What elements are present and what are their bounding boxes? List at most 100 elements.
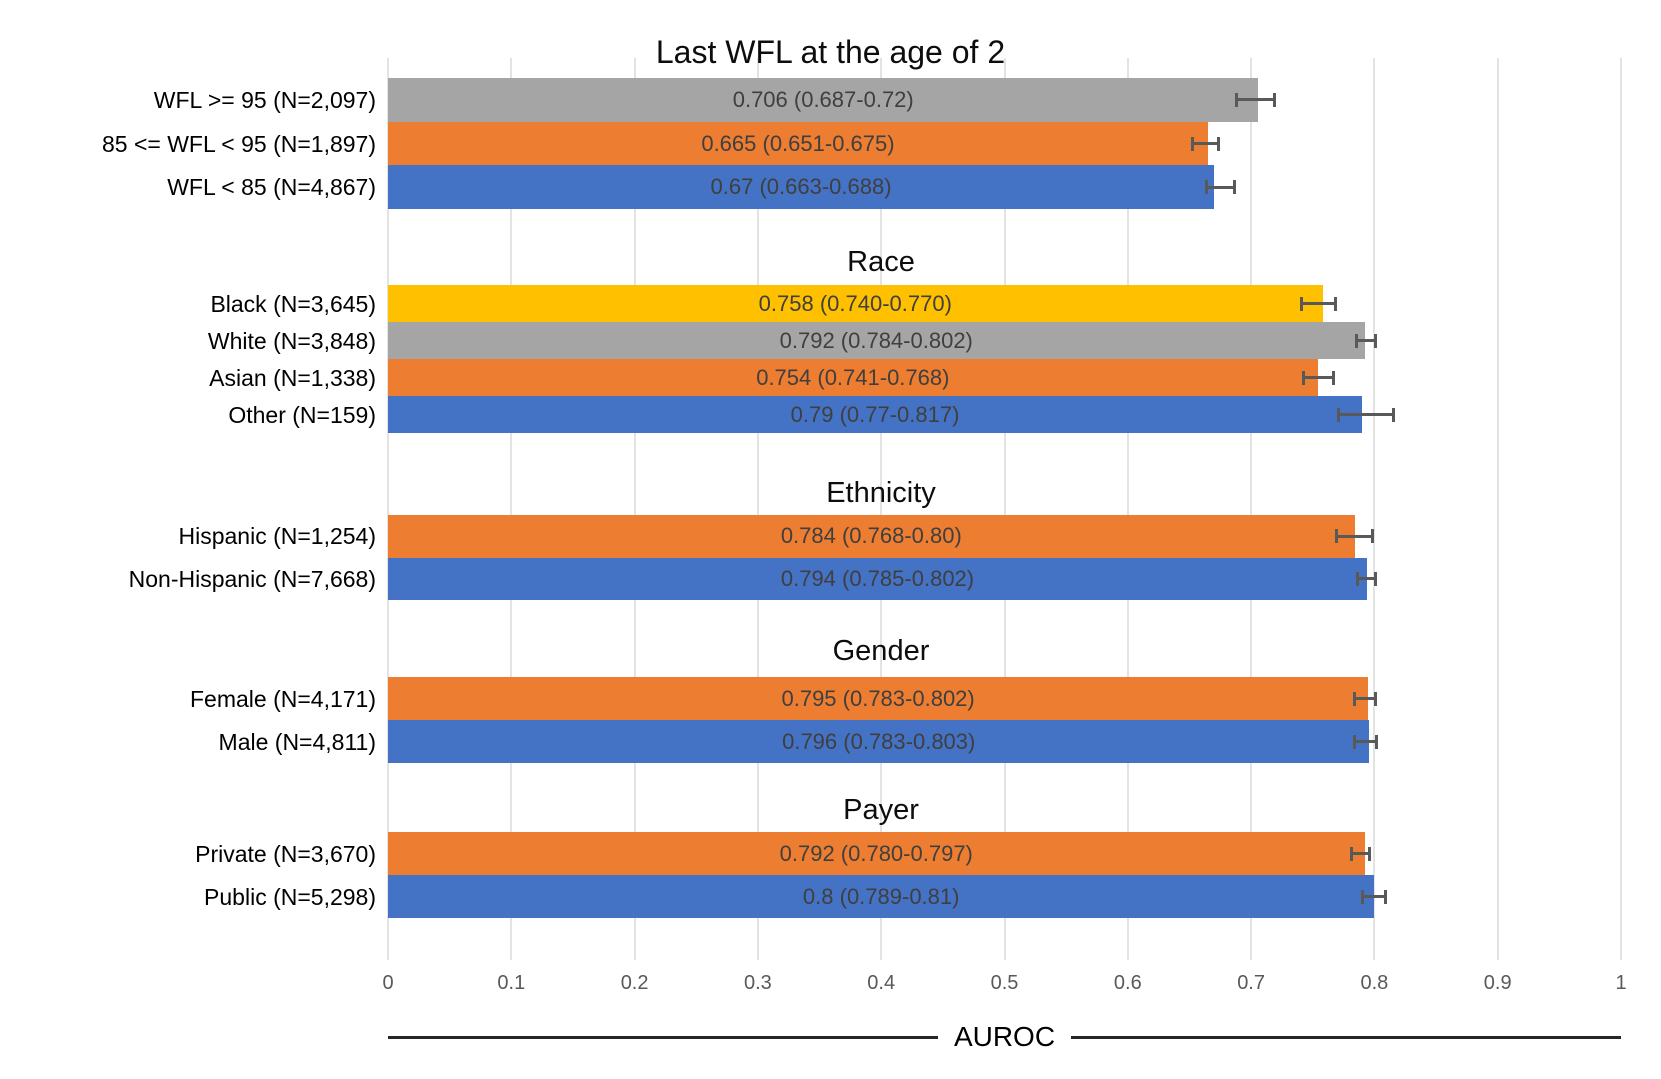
error-bar — [1353, 691, 1377, 706]
error-bar — [1337, 407, 1396, 422]
category-label: Non-Hispanic (N=7,668) — [128, 565, 376, 592]
error-bar-cap-high — [1217, 136, 1221, 151]
error-bar-cap-high — [1331, 370, 1335, 385]
error-bar-cap-high — [1375, 734, 1379, 749]
bar-value-label: 0.792 (0.784-0.802) — [779, 328, 973, 353]
category-label: Other (N=159) — [228, 401, 376, 428]
bar-value-label: 0.67 (0.663-0.688) — [710, 174, 892, 200]
bar-value-label: 0.8 (0.789-0.81) — [802, 884, 960, 909]
error-bar-line — [1353, 697, 1377, 700]
bar — [388, 677, 1369, 720]
axis-line-right — [1071, 1035, 1621, 1039]
gridline — [756, 58, 759, 960]
category-label: WFL >= 95 (N=2,097) — [153, 86, 376, 113]
gridline — [633, 58, 636, 960]
bar-value-label: 0.706 (0.687-0.72) — [732, 87, 914, 112]
bar — [388, 720, 1370, 763]
chart-title: Last WFL at the age of 2 — [655, 34, 1006, 70]
category-label: WFL < 85 (N=4,867) — [167, 174, 376, 201]
error-bar — [1354, 333, 1377, 348]
error-bar-cap-high — [1392, 407, 1396, 422]
category-label: White (N=3,848) — [207, 327, 376, 354]
error-bar-cap-high — [1371, 529, 1375, 544]
gridline — [387, 58, 389, 960]
error-bar-line — [1235, 98, 1276, 102]
category-label: Female (N=4,171) — [190, 685, 376, 712]
bar-value-label: 0.795 (0.783-0.802) — [781, 686, 975, 711]
bar — [388, 557, 1367, 600]
bar — [388, 121, 1208, 166]
error-bar-cap-high — [1383, 889, 1387, 904]
bar-value-label: 0.794 (0.785-0.802) — [780, 565, 975, 591]
error-bar-line — [1353, 740, 1379, 743]
bar — [388, 165, 1215, 210]
error-bar-cap-high — [1233, 180, 1237, 195]
error-bar-line — [1190, 142, 1221, 146]
bar — [388, 359, 1318, 396]
error-bar — [1334, 529, 1375, 544]
error-bar-line — [1360, 895, 1387, 898]
bar-value-label: 0.758 (0.740-0.770) — [758, 291, 952, 316]
error-bar-line — [1354, 339, 1377, 342]
section-title: Payer — [843, 794, 919, 826]
error-bar-line — [1301, 376, 1335, 379]
category-label: Asian (N=1,338) — [209, 364, 376, 391]
error-bar-cap-high — [1373, 571, 1377, 586]
section-title: Gender — [832, 635, 930, 667]
category-label: 85 <= WFL < 95 (N=1,897) — [101, 130, 376, 157]
error-bar — [1190, 136, 1221, 151]
bar — [388, 875, 1375, 918]
x-axis-title: AUROC — [953, 1021, 1056, 1052]
error-bar-cap-high — [1373, 333, 1377, 348]
axis-line-left — [388, 1035, 938, 1039]
error-bar-line — [1355, 577, 1377, 581]
bar — [388, 396, 1363, 433]
bar-value-label: 0.796 (0.783-0.803) — [782, 729, 976, 754]
bar — [388, 78, 1259, 122]
error-bar — [1235, 92, 1276, 107]
x-tick-label: 0 — [382, 972, 394, 994]
error-bar — [1301, 370, 1335, 385]
category-label: Private (N=3,670) — [195, 840, 376, 867]
gridline — [1620, 58, 1622, 960]
error-bar-cap-high — [1367, 846, 1371, 861]
section-title: Race — [847, 246, 915, 278]
x-tick-label: 0.3 — [743, 972, 772, 994]
error-bar-line — [1334, 534, 1375, 538]
bar — [388, 285, 1323, 322]
x-tick-label: 0.5 — [990, 972, 1019, 994]
gridline — [1126, 58, 1129, 960]
bar — [388, 832, 1365, 875]
category-label: Hispanic (N=1,254) — [178, 523, 376, 550]
error-bar — [1300, 296, 1338, 311]
x-tick-label: 0.1 — [497, 972, 526, 994]
error-bar-line — [1349, 852, 1371, 855]
x-tick-label: 0.2 — [620, 972, 649, 994]
bar-value-label: 0.665 (0.651-0.675) — [701, 130, 895, 156]
bar — [388, 515, 1355, 558]
error-bar — [1349, 846, 1371, 861]
error-bar-cap-high — [1334, 296, 1338, 311]
gridline — [1496, 58, 1499, 960]
x-tick-label: 0.9 — [1483, 972, 1512, 994]
bar-value-label: 0.792 (0.780-0.797) — [779, 841, 973, 866]
error-bar — [1353, 734, 1379, 749]
error-bar-cap-high — [1272, 92, 1276, 107]
x-tick-label: 0.8 — [1360, 972, 1389, 994]
gridline — [510, 58, 513, 960]
gridline — [880, 58, 883, 960]
error-bar — [1355, 571, 1377, 586]
x-tick-label: 0.6 — [1113, 972, 1142, 994]
x-tick-label: 0.4 — [867, 972, 896, 994]
bar — [388, 322, 1365, 359]
x-tick-label: 0.7 — [1237, 972, 1265, 994]
error-bar-line — [1300, 302, 1338, 305]
x-tick-label: 1 — [1615, 972, 1627, 994]
category-label: Male (N=4,811) — [218, 728, 376, 755]
x-axis-title-row: AUROC — [388, 1020, 1621, 1054]
bar-value-label: 0.754 (0.741-0.768) — [756, 365, 950, 390]
gridline — [1003, 58, 1006, 960]
error-bar-line — [1205, 185, 1237, 189]
error-bar-cap-high — [1373, 691, 1377, 706]
